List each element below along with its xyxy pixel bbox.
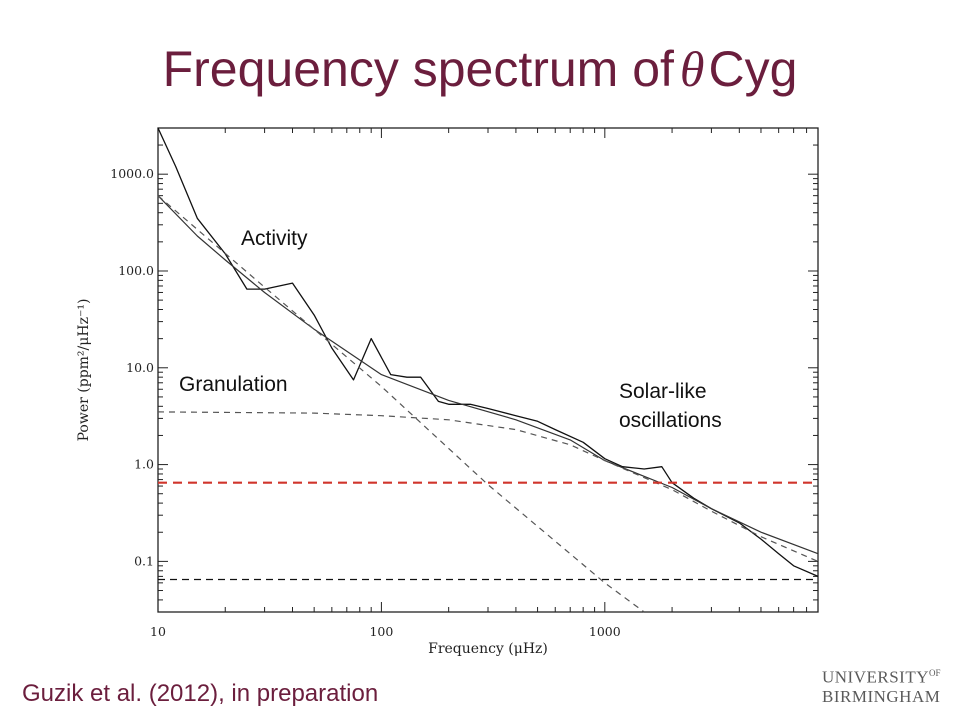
logo-line-birmingham: BIRMINGHAM — [822, 686, 941, 706]
annotation-activity: Activity — [241, 227, 308, 250]
series-data — [157, 127, 819, 577]
logo-of: OF — [929, 668, 941, 678]
y-axis-label: Power (ppm²/μHz⁻¹) — [76, 299, 92, 442]
theta-symbol: θ — [679, 41, 705, 97]
title-star-name: Cyg — [708, 41, 798, 97]
series-fit-total — [157, 195, 819, 555]
series-fit-activity — [157, 195, 645, 613]
chart-marks — [157, 127, 819, 613]
annotation-oscillations: oscillations — [619, 409, 722, 432]
tick-marks — [157, 127, 819, 613]
slide-title: Frequency spectrum of θCyg — [0, 40, 960, 98]
title-text: Frequency spectrum of — [162, 41, 674, 97]
x-tick-label: 100 — [369, 624, 393, 639]
tick-labels: 10 100 1000 1000.0 100.0 10.0 1.0 0.1 — [110, 166, 621, 639]
citation-text: Guzik et al. (2012), in preparation — [22, 680, 379, 707]
logo-line-university: UNIVERSITY — [822, 667, 929, 687]
x-tick-label: 10 — [150, 624, 166, 639]
annotation-granulation: Granulation — [179, 373, 288, 396]
university-logo: UNIVERSITYOF BIRMINGHAM — [822, 664, 952, 706]
y-tick-label: 1.0 — [134, 457, 154, 472]
y-tick-label: 10.0 — [126, 360, 154, 375]
annotation-solar-like: Solar-like — [619, 380, 707, 403]
y-tick-label: 0.1 — [134, 553, 154, 568]
x-axis-label: Frequency (μHz) — [428, 641, 548, 657]
plot-frame — [157, 127, 819, 613]
x-tick-label: 1000 — [589, 624, 621, 639]
series-fit-granulation — [157, 411, 819, 562]
y-tick-label: 1000.0 — [110, 166, 154, 181]
y-tick-label: 100.0 — [118, 263, 154, 278]
